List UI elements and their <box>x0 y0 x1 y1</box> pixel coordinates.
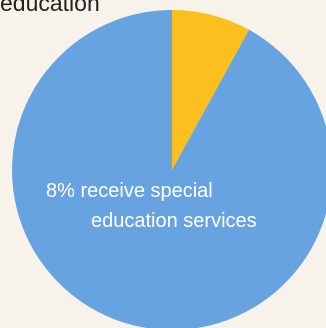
annotation-line-1: 8% receive special <box>46 180 213 202</box>
pie-annotation: 8% receive special education services <box>46 180 257 232</box>
pie-slice-0 <box>172 10 250 170</box>
annotation-text: receive special <box>75 180 213 202</box>
annotation-value: 8% <box>46 180 75 202</box>
pie-slices <box>12 10 326 328</box>
cropped-heading: education <box>0 0 100 16</box>
pie-slice-1 <box>12 10 326 328</box>
annotation-line-2: education services <box>91 210 257 232</box>
